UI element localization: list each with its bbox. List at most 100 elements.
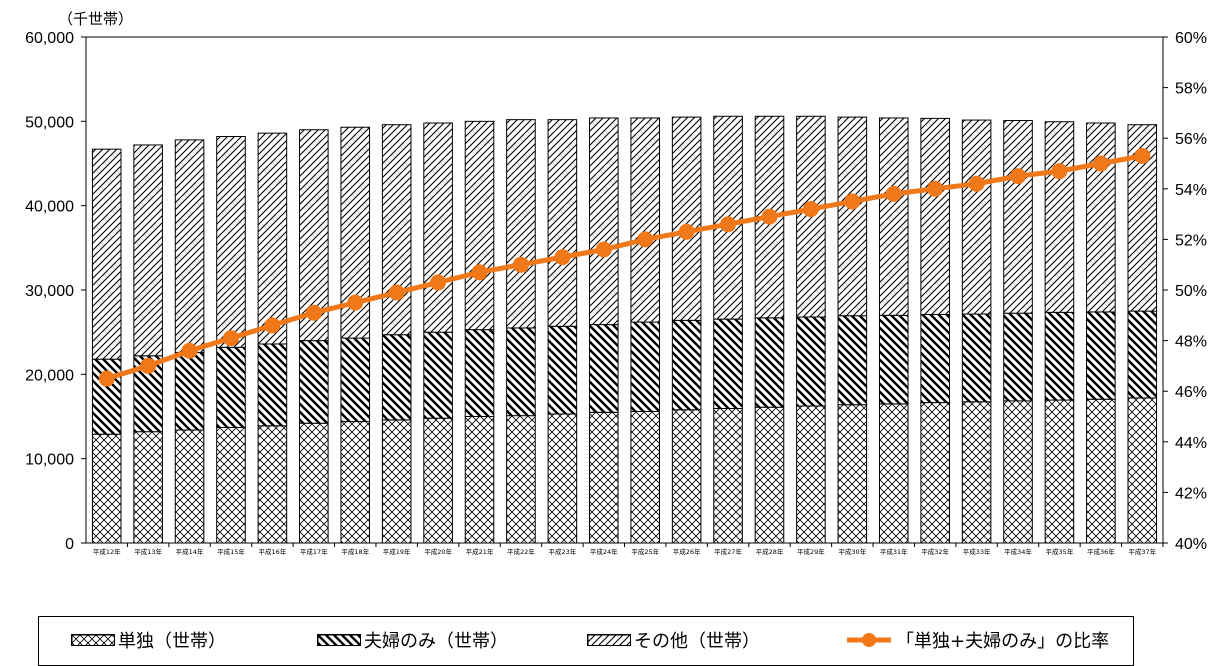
bar-segment-crosshatch	[1086, 398, 1116, 544]
bar-segment-crosshatch	[257, 425, 288, 544]
ratio-point	[720, 216, 737, 233]
x-tick-label: 平成13年	[134, 547, 162, 556]
bar-segment-crosshatch	[1127, 397, 1158, 544]
x-tick-label: 平成28年	[756, 547, 784, 556]
bar-segment-forward-diagonal	[878, 117, 909, 316]
x-tick-label: 平成18年	[341, 547, 369, 556]
ratio-point	[554, 249, 571, 266]
x-tick-label: 平成19年	[383, 547, 411, 556]
bar-segment-forward-diagonal	[671, 116, 702, 321]
y-left-tick-label: 0	[65, 536, 74, 553]
bar-segment-crosshatch	[91, 433, 122, 544]
x-tick-label: 平成27年	[714, 547, 742, 556]
bar-segment-back-diagonal	[464, 329, 495, 417]
bar-segment-back-diagonal	[423, 331, 453, 419]
y-right-tick-label: 54%	[1175, 182, 1207, 199]
bar-segment-crosshatch	[381, 419, 412, 544]
bar-segment-forward-diagonal	[216, 136, 246, 348]
bar-segment-crosshatch	[340, 421, 371, 544]
crosshatch-swatch-icon	[71, 634, 115, 646]
x-tick-label: 平成33年	[963, 547, 991, 556]
bar-segment-crosshatch	[961, 401, 992, 544]
ratio-point	[802, 201, 819, 218]
legend-item-couple: 夫婦のみ（世帯）	[317, 629, 508, 652]
ratio-point	[761, 208, 778, 225]
ratio-point	[637, 231, 654, 248]
y-right-tick-label: 48%	[1175, 334, 1207, 351]
y-left-tick-label: 20,000	[25, 367, 74, 384]
back-diagonal-swatch-icon	[317, 634, 361, 646]
ratio-point	[264, 317, 281, 334]
x-tick-label: 平成24年	[590, 547, 618, 556]
ratio-point	[968, 175, 985, 192]
ratio-point	[885, 185, 902, 202]
y-right-tick-label: 60%	[1175, 30, 1207, 47]
bar-segment-back-diagonal	[878, 314, 909, 405]
bar-segment-forward-diagonal	[133, 144, 163, 357]
y-right-tick-label: 46%	[1175, 384, 1207, 401]
ratio-point	[471, 264, 488, 281]
bar-segment-crosshatch	[547, 413, 578, 544]
bar-segment-crosshatch	[878, 403, 909, 544]
x-tick-label: 平成32年	[921, 547, 949, 556]
x-tick-label: 平成37年	[1128, 547, 1156, 556]
x-tick-label: 平成20年	[424, 547, 452, 556]
bar-segment-forward-diagonal	[423, 122, 453, 333]
ratio-point	[1010, 168, 1027, 185]
ratio-point	[844, 193, 861, 210]
bar-segment-back-diagonal	[1044, 311, 1075, 401]
x-tick-label: 平成15年	[217, 547, 245, 556]
bar-segment-back-diagonal	[713, 318, 743, 409]
x-tick-label: 平成22年	[507, 547, 535, 556]
y-right-tick-label: 44%	[1175, 435, 1207, 452]
legend-label-single: 単独（世帯）	[118, 631, 226, 652]
y-axis-unit-label: （千世帯）	[58, 10, 134, 28]
bar-segment-back-diagonal	[837, 315, 868, 406]
x-tick-label: 平成12年	[93, 547, 121, 556]
ratio-point	[305, 304, 322, 321]
bar-segment-crosshatch	[588, 411, 619, 544]
ratio-point	[595, 241, 612, 258]
bar-segment-forward-diagonal	[506, 119, 536, 329]
ratio-point	[1092, 155, 1109, 172]
stacked-bar-line-chart: 0 10,000 20,000 30,000 40,000 50,000 60,000 40%…	[25, 30, 1207, 556]
bar-segment-back-diagonal	[340, 337, 371, 423]
bar-segment-back-diagonal	[299, 340, 329, 424]
legend-label-other: その他（世帯）	[634, 631, 760, 652]
bar-segment-back-diagonal	[671, 319, 702, 411]
bar-segment-forward-diagonal	[91, 148, 122, 360]
y-right-tick-label: 58%	[1175, 81, 1207, 98]
ratio-point	[140, 357, 157, 374]
legend-item-single: 単独（世帯）	[71, 629, 226, 652]
x-tick-label: 平成14年	[176, 547, 204, 556]
bar-segment-crosshatch	[423, 417, 453, 544]
bar-segment-back-diagonal	[920, 313, 950, 404]
legend-label-ratio: 「単独+夫婦のみ」の比率	[896, 631, 1110, 652]
bar-segment-back-diagonal	[257, 343, 288, 427]
bar-segment-crosshatch	[1044, 399, 1075, 544]
x-tick-label: 平成25年	[631, 547, 659, 556]
ratio-point	[1051, 163, 1068, 180]
bar-segment-crosshatch	[464, 416, 495, 544]
x-tick-label: 平成16年	[259, 547, 287, 556]
bar-segment-back-diagonal	[547, 325, 578, 415]
ratio-point	[1134, 147, 1151, 164]
bar-segment-back-diagonal	[506, 327, 536, 417]
y-right-tick-label: 42%	[1175, 485, 1207, 502]
ratio-point	[678, 223, 695, 240]
bar-segment-forward-diagonal	[920, 117, 950, 315]
bar-segment-crosshatch	[299, 422, 329, 544]
x-tick-label: 平成36年	[1087, 547, 1115, 556]
bar-segment-crosshatch	[133, 431, 163, 544]
bar-segment-back-diagonal	[381, 334, 412, 421]
bar-segment-back-diagonal	[91, 358, 122, 435]
bar-segment-crosshatch	[837, 404, 868, 544]
ratio-point	[222, 330, 239, 347]
bar-segment-back-diagonal	[588, 324, 619, 413]
bar-segment-forward-diagonal	[1086, 122, 1116, 313]
x-tick-label: 平成35年	[1046, 547, 1074, 556]
bar-segment-forward-diagonal	[961, 119, 992, 315]
bar-segment-crosshatch	[630, 410, 661, 544]
bar-segment-back-diagonal	[1127, 310, 1158, 399]
x-tick-label: 平成23年	[548, 547, 576, 556]
